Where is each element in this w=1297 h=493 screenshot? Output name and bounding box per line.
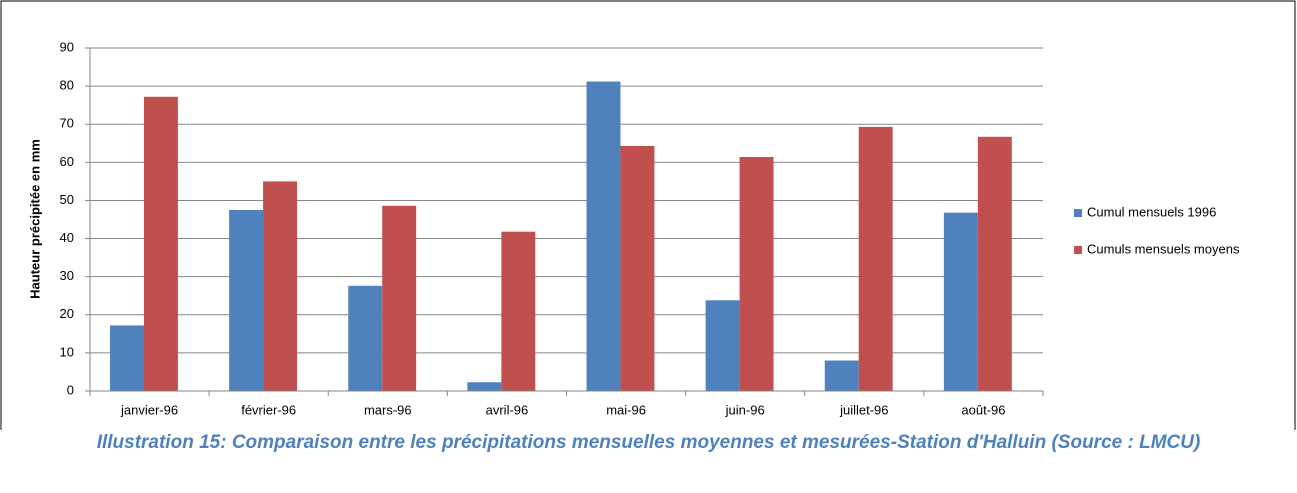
bar bbox=[824, 360, 859, 391]
x-tick-label: août-96 bbox=[961, 402, 1005, 417]
bar bbox=[501, 231, 536, 391]
y-tick-label: 20 bbox=[60, 306, 74, 321]
bar bbox=[586, 81, 621, 391]
x-tick-label: février-96 bbox=[241, 402, 296, 417]
caption: Illustration 15: Comparaison entre les p… bbox=[96, 432, 1201, 453]
x-tick-label: mai-96 bbox=[606, 402, 646, 417]
legend-swatch bbox=[1074, 246, 1082, 254]
x-tick-label: janvier-96 bbox=[120, 402, 178, 417]
bar bbox=[858, 126, 893, 391]
y-tick-label: 40 bbox=[60, 230, 74, 245]
x-tick-label: avril-96 bbox=[486, 402, 529, 417]
bar bbox=[143, 96, 178, 391]
y-tick-label: 70 bbox=[60, 116, 74, 131]
x-tick-label: juillet-96 bbox=[839, 402, 888, 417]
y-tick-label: 80 bbox=[60, 78, 74, 93]
y-axis-label: Hauteur précipitée en mm bbox=[27, 139, 42, 299]
x-tick-label: juin-96 bbox=[725, 402, 765, 417]
bar bbox=[620, 145, 655, 391]
bar bbox=[977, 136, 1012, 391]
y-tick-label: 60 bbox=[60, 154, 74, 169]
bar bbox=[943, 212, 978, 391]
bar bbox=[705, 300, 740, 391]
y-tick-label: 50 bbox=[60, 192, 74, 207]
bar bbox=[348, 285, 383, 391]
x-tick-label: mars-96 bbox=[364, 402, 412, 417]
legend-swatch bbox=[1074, 209, 1082, 217]
bar bbox=[263, 181, 298, 391]
bar bbox=[229, 209, 264, 391]
bar bbox=[382, 205, 417, 391]
legend-label: Cumul mensuels 1996 bbox=[1087, 204, 1216, 219]
y-tick-label: 30 bbox=[60, 268, 74, 283]
y-tick-label: 90 bbox=[60, 39, 74, 54]
bar bbox=[467, 382, 502, 391]
legend-label: Cumuls mensuels moyens bbox=[1087, 241, 1240, 256]
y-tick-label: 0 bbox=[67, 382, 74, 397]
bar bbox=[739, 156, 774, 391]
bar bbox=[110, 325, 144, 391]
y-tick-label: 10 bbox=[60, 344, 74, 359]
